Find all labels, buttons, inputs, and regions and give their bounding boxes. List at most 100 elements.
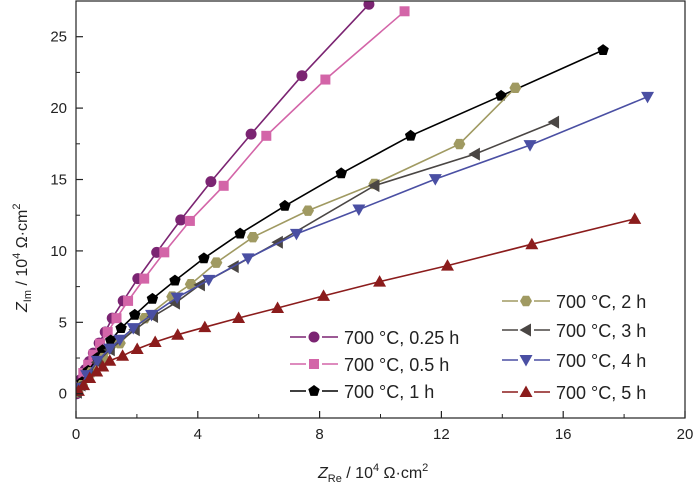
data-point bbox=[111, 313, 122, 324]
data-point bbox=[245, 128, 257, 140]
data-point bbox=[363, 1, 375, 10]
legend-item: 700 °C, 2 h bbox=[502, 292, 646, 312]
data-point bbox=[404, 129, 417, 141]
data-point bbox=[509, 82, 522, 94]
legend-item: 700 °C, 0.25 h bbox=[290, 328, 459, 348]
data-point bbox=[271, 301, 285, 314]
legend-label: 700 °C, 0.5 h bbox=[344, 355, 449, 375]
data-point bbox=[399, 6, 410, 17]
data-point bbox=[175, 214, 187, 226]
data-point bbox=[468, 147, 480, 161]
series-6 bbox=[76, 212, 642, 396]
legend-label: 700 °C, 5 h bbox=[556, 383, 646, 403]
data-point bbox=[115, 322, 127, 334]
data-point bbox=[246, 232, 259, 243]
data-point bbox=[523, 140, 537, 152]
data-point bbox=[367, 179, 380, 193]
legend-label: 700 °C, 0.25 h bbox=[344, 328, 459, 348]
data-point bbox=[205, 176, 217, 188]
data-point bbox=[234, 227, 246, 239]
data-point bbox=[130, 342, 144, 355]
legend-label: 700 °C, 4 h bbox=[556, 351, 646, 371]
x-tick-label: 20 bbox=[677, 426, 694, 443]
data-point bbox=[453, 138, 466, 150]
y-tick-label: 20 bbox=[50, 100, 67, 117]
data-point bbox=[317, 289, 331, 301]
x-tick-label: 16 bbox=[555, 426, 572, 443]
x-tick-label: 4 bbox=[194, 426, 202, 443]
x-axis-label: ZRe / 104 Ω·cm2 bbox=[317, 462, 428, 485]
legend: 700 °C, 0.25 h 700 °C, 0.5 h 700 °C, 1 h 70… bbox=[290, 292, 646, 403]
data-point bbox=[373, 275, 387, 287]
data-point bbox=[139, 273, 150, 284]
data-point bbox=[198, 252, 210, 264]
data-point bbox=[641, 91, 655, 104]
data-point bbox=[88, 349, 99, 360]
legend-label: 700 °C, 1 h bbox=[344, 382, 434, 402]
data-point bbox=[102, 327, 113, 338]
legend-item: 700 °C, 3 h bbox=[502, 321, 646, 341]
legend-label: 700 °C, 3 h bbox=[556, 321, 646, 341]
data-point bbox=[218, 180, 229, 191]
data-point bbox=[170, 292, 184, 305]
series-5 bbox=[76, 91, 655, 395]
data-point bbox=[90, 355, 104, 368]
data-point bbox=[495, 89, 507, 101]
data-point bbox=[525, 237, 539, 250]
data-point bbox=[171, 328, 185, 340]
legend-marker bbox=[308, 331, 320, 343]
data-point bbox=[148, 335, 162, 348]
data-point bbox=[261, 130, 272, 141]
data-point bbox=[271, 235, 283, 249]
x-tick-label: 0 bbox=[72, 426, 80, 443]
legend-item: 700 °C, 4 h bbox=[502, 351, 646, 371]
data-point bbox=[145, 309, 159, 322]
y-axis-label: ZIm / 104 Ω·cm2 bbox=[11, 204, 34, 313]
legend-marker bbox=[308, 385, 320, 396]
data-point bbox=[296, 70, 308, 82]
data-point bbox=[116, 349, 130, 361]
data-point bbox=[184, 278, 197, 290]
x-tick-label: 12 bbox=[433, 426, 450, 443]
data-point bbox=[335, 167, 347, 179]
data-point bbox=[241, 253, 255, 265]
legend-label: 700 °C, 2 h bbox=[556, 292, 646, 312]
data-point bbox=[96, 359, 110, 372]
data-point bbox=[184, 215, 195, 226]
data-point bbox=[95, 338, 106, 349]
y-tick-label: 5 bbox=[59, 314, 67, 331]
data-point bbox=[440, 259, 454, 271]
data-point bbox=[628, 212, 642, 224]
data-point bbox=[146, 292, 159, 304]
data-point bbox=[123, 295, 134, 306]
y-tick-label: 25 bbox=[50, 29, 67, 46]
legend-marker bbox=[520, 295, 532, 307]
data-point bbox=[279, 199, 291, 211]
data-point bbox=[105, 334, 117, 346]
data-point bbox=[113, 334, 127, 347]
legend-marker bbox=[309, 359, 319, 369]
y-tick-label: 0 bbox=[59, 386, 67, 403]
legend-marker bbox=[519, 385, 533, 397]
legend-marker bbox=[519, 355, 533, 367]
data-point bbox=[90, 364, 104, 377]
data-point bbox=[597, 44, 609, 55]
data-point bbox=[198, 320, 212, 333]
legend-item: 700 °C, 0.5 h bbox=[290, 355, 449, 375]
x-tick-label: 8 bbox=[315, 426, 323, 443]
y-tick-label: 10 bbox=[50, 243, 67, 260]
data-point bbox=[547, 115, 560, 129]
data-point bbox=[83, 359, 94, 370]
y-tick-label: 15 bbox=[50, 172, 67, 189]
data-point bbox=[289, 228, 303, 241]
data-point bbox=[103, 354, 117, 366]
series-4 bbox=[76, 115, 560, 399]
data-point bbox=[103, 343, 117, 356]
legend-item: 700 °C, 1 h bbox=[290, 382, 434, 402]
data-point bbox=[83, 371, 97, 384]
series-layer bbox=[76, 1, 655, 400]
data-point bbox=[352, 204, 366, 216]
data-point bbox=[232, 311, 246, 324]
data-point bbox=[210, 257, 223, 268]
